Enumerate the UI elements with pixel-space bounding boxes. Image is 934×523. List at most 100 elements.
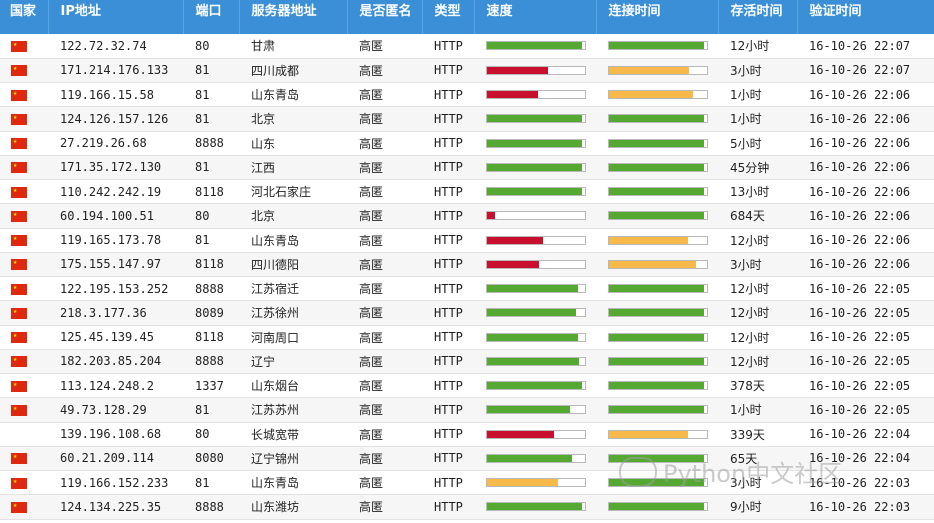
port-cell: 80 [183,34,239,59]
country-cell [0,155,48,181]
anonymity-cell: 高匿 [347,422,422,447]
ip-cell: 110.242.242.19 [48,179,183,205]
connect-time-bar [608,284,708,294]
anonymity-cell: 高匿 [347,58,422,84]
ip-cell: 182.203.85.204 [48,349,183,375]
anonymity-cell: 高匿 [347,131,422,156]
wechat-icon [619,457,657,487]
connect-time-bar-fill [609,42,705,50]
connect-time-bar-cell [596,228,718,253]
speed-bar [486,138,586,148]
location-cell: 江苏宿迁 [239,276,347,302]
connect-time-bar [608,162,708,172]
port-cell: 8118 [183,325,239,350]
port-cell: 80 [183,422,239,447]
connect-time-bar-fill [609,333,705,341]
type-cell: HTTP [422,397,474,423]
ip-cell: 218.3.177.36 [48,300,183,326]
speed-bar [486,453,586,463]
connect-time-bar-cell [596,155,718,181]
china-flag-icon [11,355,27,368]
country-cell [0,106,48,132]
header-verified-time: 验证时间 [797,0,934,34]
ip-cell: 119.166.152.233 [48,470,183,496]
speed-bar [486,502,586,512]
ip-cell: 119.165.173.78 [48,228,183,253]
anonymity-cell: 高匿 [347,228,422,253]
port-cell: 81 [183,228,239,253]
alive-time-cell: 13小时 [718,179,797,205]
ip-cell: 171.35.172.130 [48,155,183,181]
port-cell: 8118 [183,179,239,205]
china-flag-icon [11,210,27,222]
type-cell: HTTP [422,300,474,326]
ip-cell: 122.195.153.252 [48,276,183,302]
speed-bar-fill [487,285,579,293]
type-cell: HTTP [422,203,474,229]
speed-bar-cell [474,252,596,278]
connect-time-bar-cell [596,131,718,156]
watermark-text: Python中文社区 [663,460,843,488]
type-cell: HTTP [422,349,474,375]
connect-time-bar-fill [609,430,689,438]
connect-time-bar-cell [596,58,718,84]
connect-time-bar-fill [609,212,705,220]
anonymity-cell: 高匿 [347,252,422,278]
header-anonymity: 是否匿名 [347,0,423,34]
port-cell: 80 [183,203,239,229]
connect-time-bar [608,308,708,318]
anonymity-cell: 高匿 [347,349,422,375]
speed-bar-cell [474,422,596,447]
port-cell: 8089 [183,300,239,326]
speed-bar-cell [474,325,596,350]
speed-bar [486,235,586,245]
speed-bar-fill [487,163,583,171]
connect-time-bar [608,405,708,415]
verified-time-cell: 16-10-26 22:05 [797,300,934,326]
connect-time-bar-fill [609,382,705,390]
speed-bar-fill [487,260,539,268]
speed-bar [486,332,586,342]
speed-bar [486,114,586,124]
speed-bar [486,284,586,294]
connect-time-bar-fill [609,285,705,293]
china-flag-icon [11,452,27,465]
alive-time-cell: 3小时 [718,58,797,84]
speed-bar-cell [474,82,596,108]
header-ip: IP地址 [48,0,184,34]
speed-bar-fill [487,115,583,123]
connect-time-bar [608,502,708,512]
type-cell: HTTP [422,494,474,520]
speed-bar-cell [474,494,596,520]
location-cell: 北京 [239,106,347,132]
speed-bar-fill [487,430,554,438]
country-cell [0,34,48,59]
type-cell: HTTP [422,106,474,132]
anonymity-cell: 高匿 [347,373,422,399]
speed-bar [486,405,586,415]
location-cell: 山东青岛 [239,470,347,496]
verified-time-cell: 16-10-26 22:06 [797,106,934,132]
country-cell [0,422,48,447]
speed-bar-fill [487,333,579,341]
type-cell: HTTP [422,422,474,447]
connect-time-bar-cell [596,252,718,278]
location-cell: 辽宁 [239,349,347,375]
ip-cell: 124.126.157.126 [48,106,183,132]
alive-time-cell: 45分钟 [718,155,797,181]
anonymity-cell: 高匿 [347,106,422,132]
header-location: 服务器地址 [239,0,348,34]
location-cell: 辽宁锦州 [239,446,347,472]
verified-time-cell: 16-10-26 22:06 [797,82,934,108]
speed-bar-cell [474,470,596,496]
country-cell [0,470,48,496]
